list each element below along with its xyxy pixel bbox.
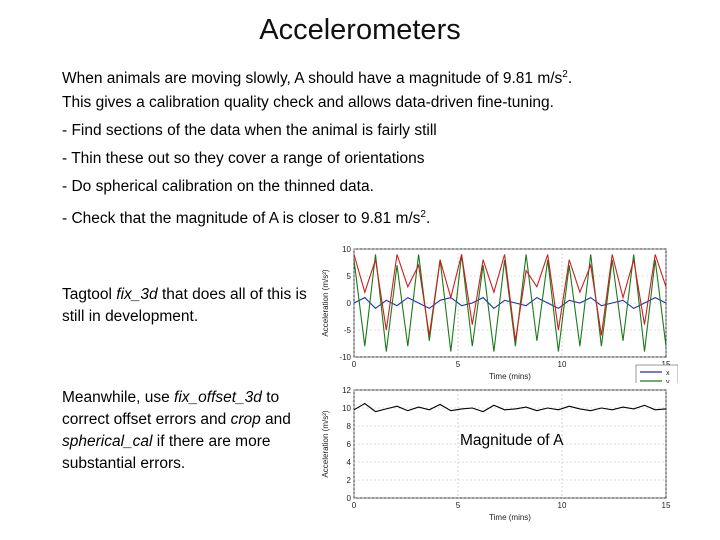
x-tick-label: 15 (662, 501, 671, 510)
offset-note: Meanwhile, use fix_offset_3d to correct … (62, 389, 291, 472)
fix3d-note: Tagtool fix_3d that does all of this is … (62, 286, 307, 325)
y-tick-label: -10 (339, 353, 351, 362)
x-tick-label: 0 (352, 360, 357, 369)
series-line-magnitude (353, 402, 667, 413)
x-tick-label: 15 (662, 360, 671, 369)
y-tick-label: 12 (342, 386, 351, 395)
y-tick-label: 4 (347, 458, 352, 467)
bullet-line-4: - Thin these out so they cover a range o… (62, 150, 425, 167)
series-line-y (353, 254, 667, 352)
y-tick-label: 5 (347, 272, 352, 281)
y-tick-label: 0 (347, 494, 352, 503)
bullet-line-1: When animals are moving slowly, A should… (62, 69, 573, 88)
y-tick-label: 2 (347, 476, 352, 485)
y-tick-label: 6 (347, 440, 352, 449)
legend-label-x: x (666, 370, 670, 377)
bullet-list: When animals are moving slowly, A should… (62, 64, 662, 232)
x-tick-label: 5 (456, 501, 461, 510)
x-axis-label: Time (mins) (489, 513, 531, 522)
bullet-line-2: This gives a calibration quality check a… (62, 94, 554, 111)
series-line-z (353, 254, 667, 341)
y-tick-label: 10 (342, 245, 351, 254)
x-tick-label: 0 (352, 501, 357, 510)
x-axis-label: Time (mins) (489, 372, 531, 381)
acceleration-magnitude-chart: 12 10 8 6 4 2 00 5 10 15 Time (mins) Acceleration (… (321, 386, 671, 522)
y-tick-label: 10 (342, 404, 351, 413)
x-tick-label: 10 (558, 360, 567, 369)
bullet-line-3: - Find sections of the data when the ani… (62, 122, 437, 139)
y-tick-label: 0 (347, 299, 352, 308)
magnitude-label: Magnitude of A (460, 432, 564, 449)
slide-title: Accelerometers (259, 14, 461, 46)
legend-box (635, 364, 678, 383)
y-tick-label: -5 (344, 326, 352, 335)
legend-label-y: y (666, 379, 670, 383)
bullet-line-5: - Do spherical calibration on the thinne… (62, 178, 374, 195)
bullet-line-6: - Check that the magnitude of A is close… (62, 209, 431, 228)
x-tick-label: 10 (558, 501, 567, 510)
x-tick-label: 5 (456, 360, 461, 369)
y-tick-label: 8 (347, 422, 352, 431)
y-axis-label: Acceleration (m/s²) (321, 269, 330, 336)
y-axis-label: Acceleration (m/s²) (321, 410, 330, 477)
